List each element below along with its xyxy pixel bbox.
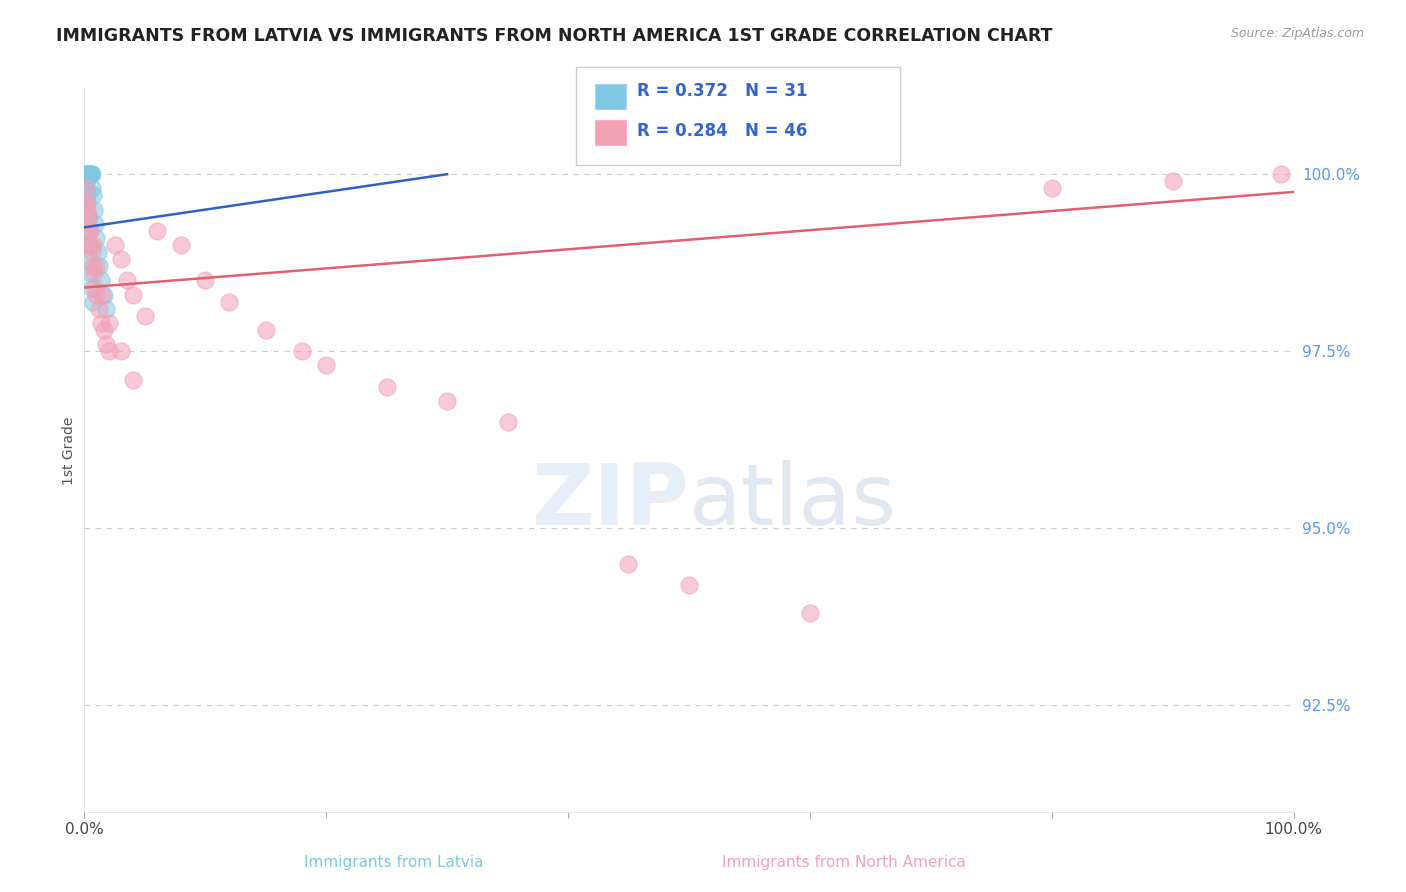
Point [86,287,108,301]
Point [1040,181,1063,195]
Point [79,224,101,238]
Point [75,181,97,195]
Point [84,280,107,294]
Point [110,344,132,359]
Point [77,217,100,231]
Point [90,316,112,330]
Point [76,167,98,181]
Text: IMMIGRANTS FROM LATVIA VS IMMIGRANTS FROM NORTH AMERICA 1ST GRADE CORRELATION CH: IMMIGRANTS FROM LATVIA VS IMMIGRANTS FRO… [56,27,1053,45]
Text: Source: ZipAtlas.com: Source: ZipAtlas.com [1230,27,1364,40]
Point [76,202,98,217]
Point [75,181,97,195]
Point [77,167,100,181]
Point [80,167,103,181]
Point [315,359,337,373]
Point [79,252,101,267]
Point [617,557,640,571]
Point [79,167,101,181]
Text: atlas: atlas [689,459,897,542]
Point [97,316,120,330]
Point [104,238,127,252]
Point [94,337,117,351]
Point [80,245,103,260]
Point [678,578,700,592]
Point [170,238,193,252]
Point [218,294,240,309]
Point [254,323,277,337]
Point [110,252,132,267]
Point [76,167,98,181]
Point [80,167,103,181]
Point [83,202,105,217]
Point [87,260,110,274]
Point [77,167,100,181]
Point [93,323,115,337]
Point [86,245,108,260]
Point [75,167,97,181]
Point [1161,174,1184,188]
Point [80,280,103,294]
Text: Immigrants from North America: Immigrants from North America [721,855,966,870]
Point [799,607,821,621]
Point [91,287,114,301]
Point [97,344,120,359]
Point [86,260,108,274]
Y-axis label: 1st Grade: 1st Grade [62,417,76,484]
Point [87,301,110,316]
Point [79,238,101,252]
Point [82,260,104,274]
Point [79,167,101,181]
Point [121,373,143,387]
Text: Immigrants from Latvia: Immigrants from Latvia [304,855,484,870]
Point [134,309,156,323]
Point [1270,167,1292,181]
Point [90,273,112,287]
Point [77,167,100,181]
Point [84,217,107,231]
Point [375,380,398,394]
Point [77,210,100,224]
Point [291,344,314,359]
Point [82,238,104,252]
Point [77,224,100,238]
Point [79,266,101,280]
Point [75,195,97,210]
Point [77,224,100,238]
Point [75,174,97,188]
Point [82,188,104,202]
Text: R = 0.284   N = 46: R = 0.284 N = 46 [637,122,807,140]
Point [436,393,458,408]
Point [76,188,98,202]
Point [115,273,138,287]
Point [194,273,217,287]
Point [94,301,117,316]
Text: R = 0.372   N = 31: R = 0.372 N = 31 [637,82,807,100]
Point [496,415,519,429]
Point [77,238,100,252]
Point [86,231,108,245]
Point [76,195,98,210]
Point [146,224,169,238]
Point [83,266,105,280]
Point [82,294,104,309]
Point [76,195,98,210]
Text: ZIP: ZIP [531,459,689,542]
Point [121,287,143,301]
Point [76,210,98,224]
Point [93,287,115,301]
Point [82,181,104,195]
